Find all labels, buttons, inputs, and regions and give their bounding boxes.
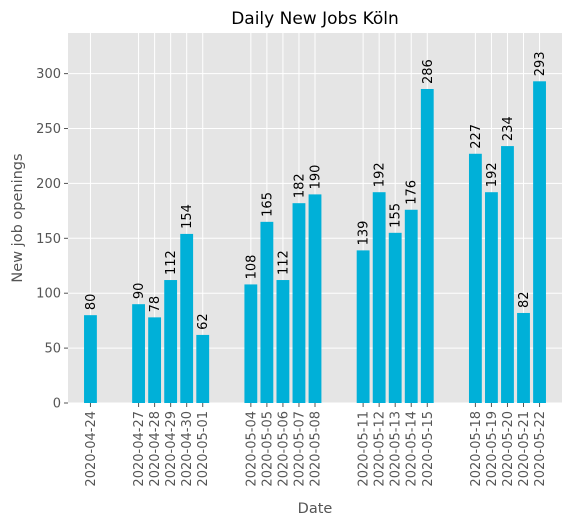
y-tick-label: 200: [36, 177, 61, 192]
x-tick-label-2020-05-15: 2020-05-15: [421, 411, 436, 487]
bar-2020-05-15: [420, 88, 434, 403]
y-tick-label: 250: [36, 122, 61, 137]
x-tick-label-2020-05-18: 2020-05-18: [469, 411, 484, 487]
data-label-2020-04-27: 90: [132, 283, 147, 300]
bars: [84, 81, 546, 404]
x-tick-label-2020-05-05: 2020-05-05: [260, 411, 275, 487]
data-label-2020-05-13: 155: [389, 203, 404, 228]
data-label-2020-05-22: 293: [533, 51, 548, 76]
data-label-2020-05-21: 82: [517, 291, 532, 308]
x-tick-label-2020-05-07: 2020-05-07: [292, 411, 307, 487]
x-tick-label-2020-05-19: 2020-05-19: [485, 411, 500, 487]
bar-2020-04-24: [84, 315, 97, 403]
x-tick-label-2020-05-21: 2020-05-21: [517, 411, 532, 487]
bar-2020-05-14: [404, 209, 418, 403]
data-label-2020-05-05: 165: [260, 192, 275, 217]
data-label-2020-05-07: 182: [292, 173, 307, 198]
y-tick-label: 0: [53, 397, 61, 412]
data-label-2020-05-19: 192: [485, 162, 500, 187]
x-tick-label-2020-04-29: 2020-04-29: [164, 411, 179, 487]
x-tick-label-2020-05-14: 2020-05-14: [405, 411, 420, 487]
x-tick-label-2020-05-08: 2020-05-08: [309, 411, 324, 487]
x-tick-label-2020-05-01: 2020-05-01: [196, 411, 211, 487]
y-tick-label: 100: [36, 287, 61, 302]
x-tick-label-2020-04-28: 2020-04-28: [148, 411, 163, 487]
bar-2020-05-12: [372, 192, 386, 403]
y-tick-label: 300: [36, 67, 61, 82]
x-tick-label-2020-05-04: 2020-05-04: [244, 411, 259, 487]
x-tick-label-2020-04-24: 2020-04-24: [84, 411, 99, 487]
bar-2020-04-27: [132, 304, 145, 403]
bar-2020-04-29: [164, 280, 178, 403]
bar-2020-04-30: [180, 233, 194, 403]
x-tick-label-2020-05-13: 2020-05-13: [389, 411, 404, 487]
data-label-2020-05-08: 190: [309, 165, 324, 190]
bar-2020-05-19: [485, 192, 498, 403]
y-axis-ticks: 0 50 100 150 200 250 300: [36, 67, 68, 412]
data-label-2020-04-28: 78: [148, 296, 163, 313]
data-label-2020-04-30: 154: [180, 204, 195, 229]
data-label-2020-05-06: 112: [276, 250, 291, 275]
x-axis-ticks: 2020-04-24 2020-04-27 2020-04-28 2020-04-29…: [84, 403, 548, 487]
bar-2020-05-05: [260, 221, 274, 403]
data-label-2020-05-04: 108: [244, 255, 259, 280]
data-label-2020-04-29: 112: [164, 250, 179, 275]
bar-2020-05-18: [468, 153, 482, 403]
x-tick-label-2020-04-27: 2020-04-27: [132, 411, 147, 487]
bar-2020-05-08: [308, 194, 322, 403]
bar-2020-05-22: [533, 81, 546, 404]
x-axis-label: Date: [298, 501, 333, 517]
data-label-2020-05-01: 62: [196, 313, 211, 330]
x-tick-label-2020-05-12: 2020-05-12: [373, 411, 388, 487]
x-tick-label-2020-05-22: 2020-05-22: [533, 411, 548, 487]
bar-2020-05-21: [517, 312, 530, 403]
y-axis-label: New job openings: [10, 153, 26, 282]
chart-title: Daily New Jobs Köln: [231, 9, 399, 29]
data-label-2020-05-11: 139: [357, 221, 372, 246]
y-tick-label: 150: [36, 232, 61, 247]
x-tick-label-2020-04-30: 2020-04-30: [180, 411, 195, 487]
bar-2020-05-04: [244, 284, 258, 403]
bar-2020-05-06: [276, 280, 290, 403]
x-tick-label-2020-05-20: 2020-05-20: [501, 411, 516, 487]
bar-2020-05-11: [356, 250, 370, 403]
data-label-2020-05-15: 286: [421, 59, 436, 84]
x-tick-label-2020-05-06: 2020-05-06: [276, 411, 291, 487]
data-label-2020-05-14: 176: [405, 180, 420, 205]
data-label-2020-05-20: 234: [501, 116, 516, 141]
bar-2020-05-07: [292, 203, 306, 403]
bar-2020-05-20: [501, 146, 514, 403]
y-tick-label: 50: [44, 342, 61, 357]
data-label-2020-05-12: 192: [373, 162, 388, 187]
bar-2020-05-13: [388, 232, 402, 403]
data-label-2020-04-24: 80: [84, 294, 99, 311]
data-label-2020-05-18: 227: [469, 124, 484, 149]
x-tick-label-2020-05-11: 2020-05-11: [357, 411, 372, 487]
bar-2020-04-28: [148, 317, 162, 403]
bar-2020-05-01: [196, 334, 210, 403]
